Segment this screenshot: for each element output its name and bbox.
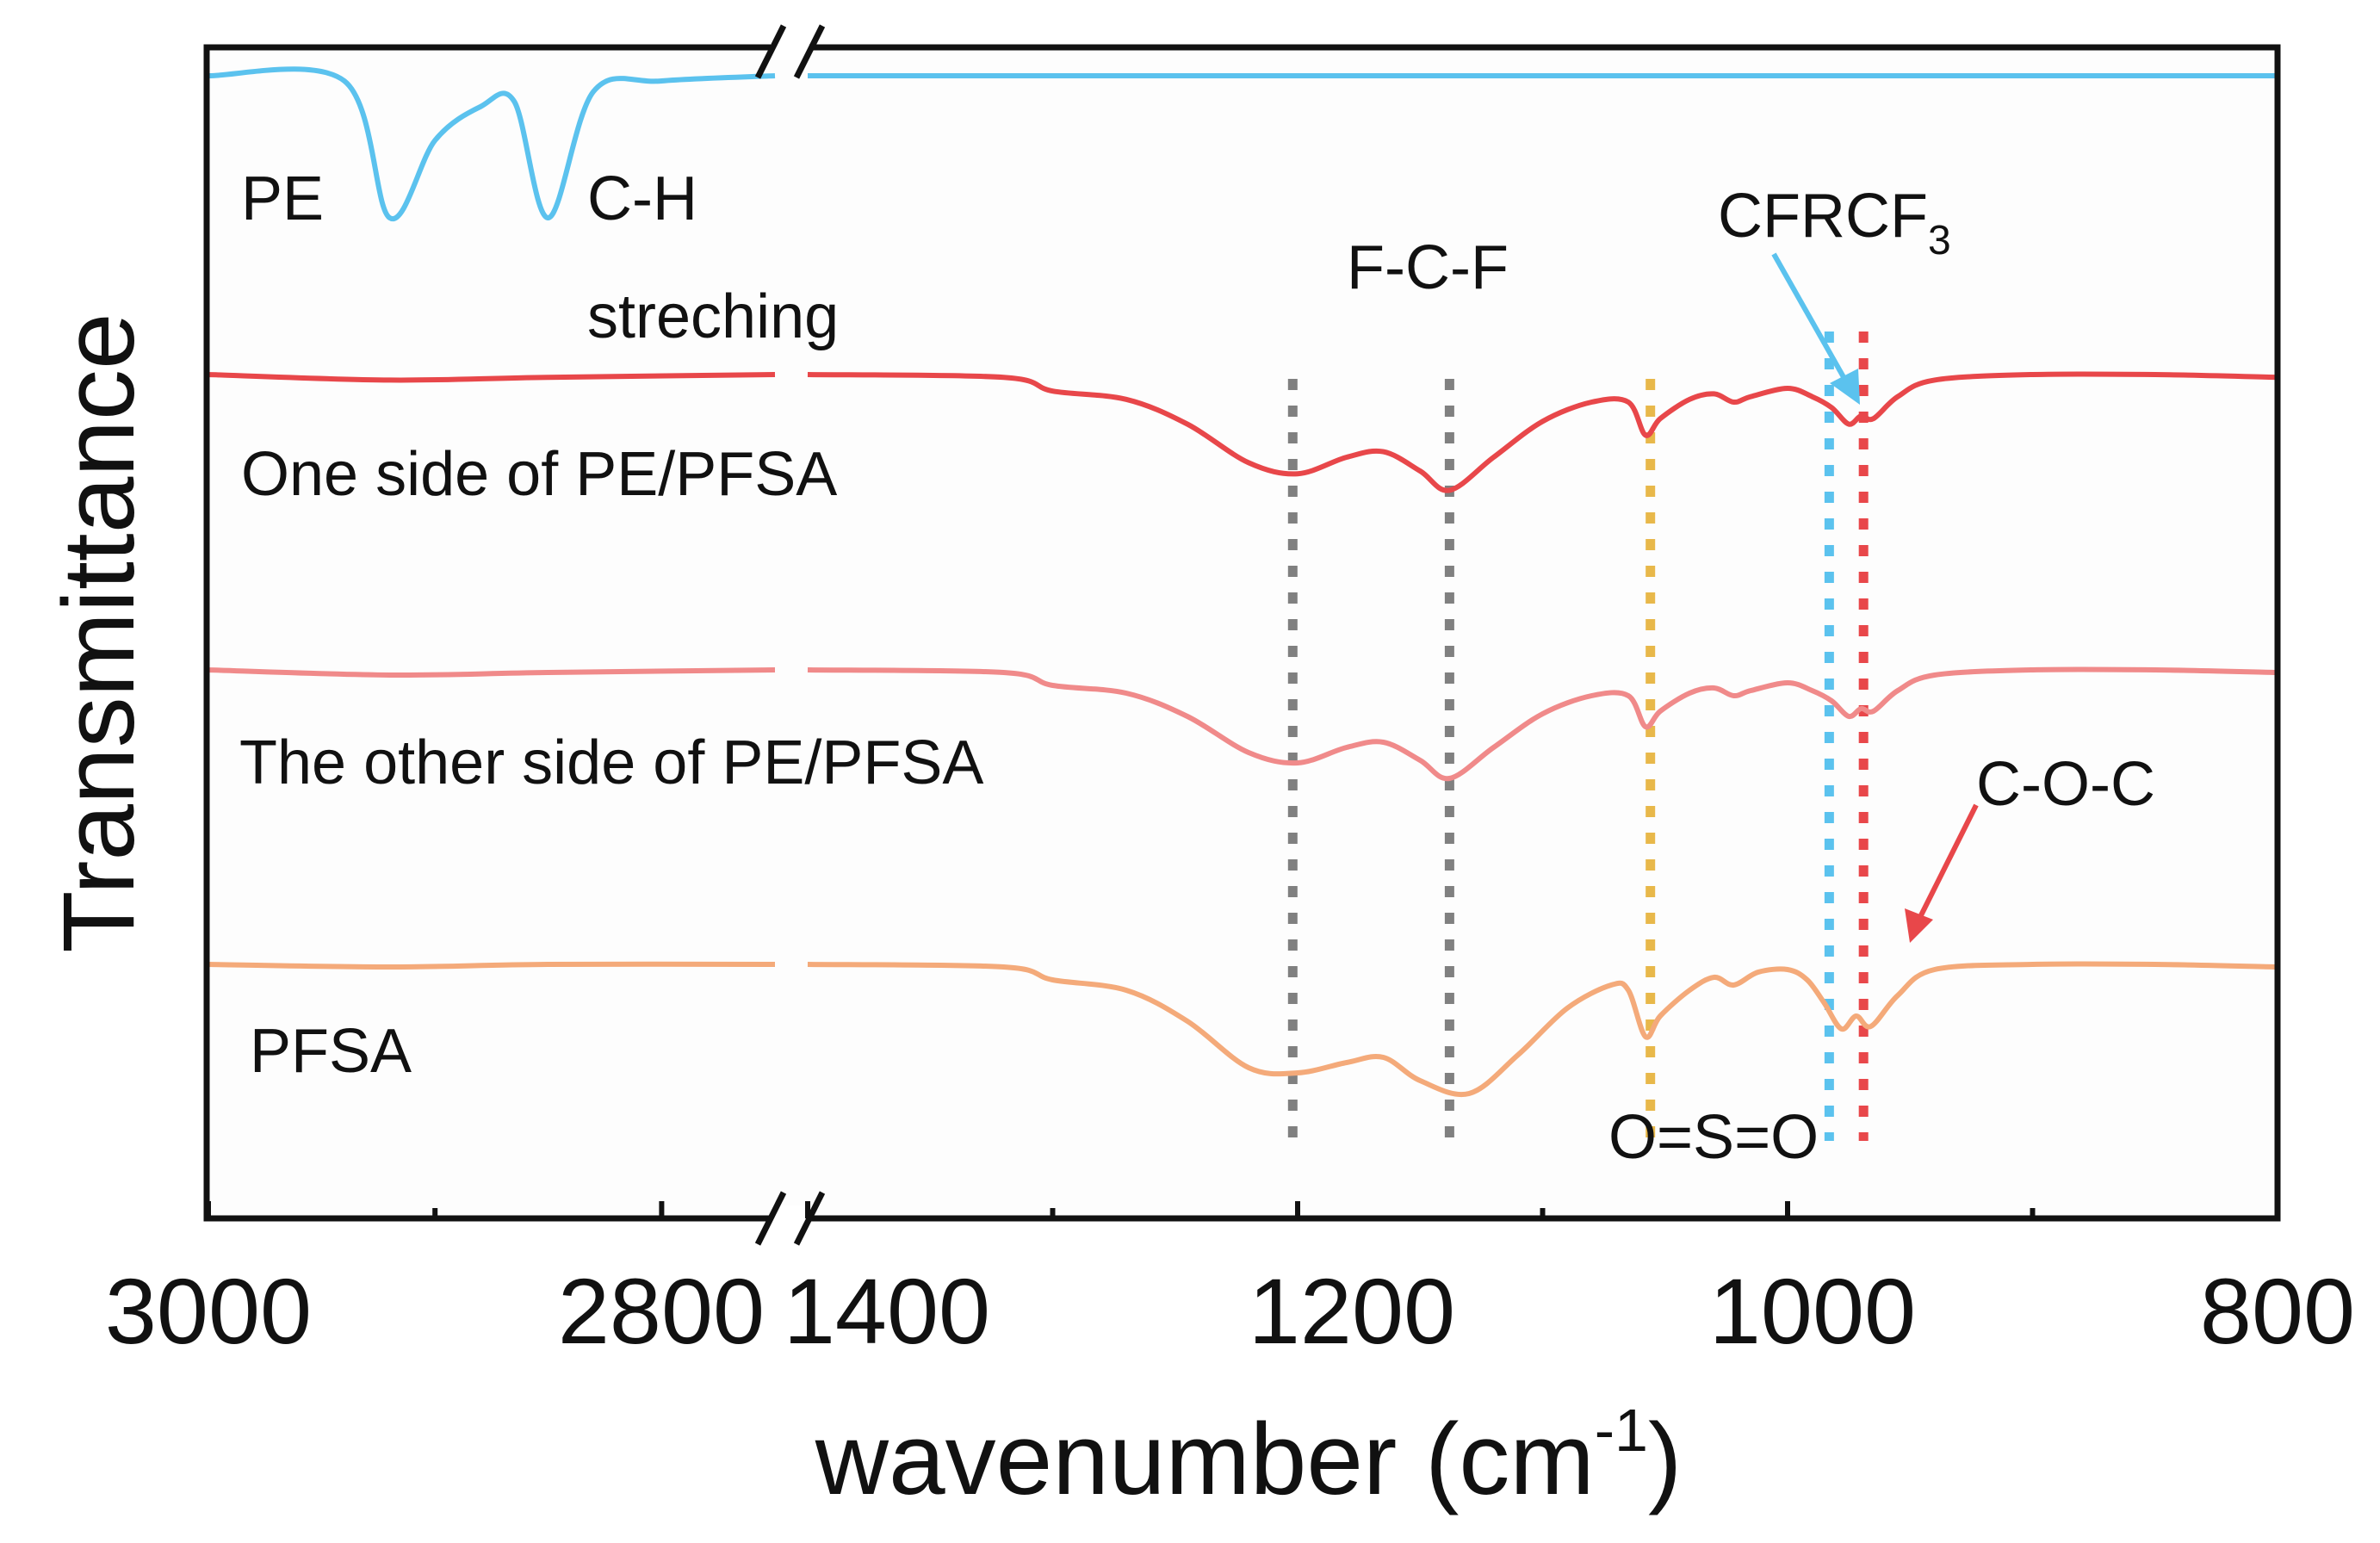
x-tick-label: 3000 bbox=[105, 1259, 312, 1363]
reference-lines bbox=[1287, 332, 1869, 1141]
series-label-pfsa: PFSA bbox=[250, 1017, 412, 1086]
x-tick-labels: 3000 2800 1400 1200 1000 800 bbox=[105, 1259, 2355, 1363]
x-axis-title-main: wavenumber (cm bbox=[815, 1403, 1595, 1516]
series-line-2-segment-0 bbox=[208, 667, 776, 679]
x-axis-title-sup: -1 bbox=[1595, 1397, 1648, 1464]
plot-background bbox=[207, 47, 2278, 1218]
x-axis-title-close: ) bbox=[1648, 1403, 1682, 1516]
series-label-pe: PE bbox=[241, 164, 324, 233]
arrow-coc bbox=[1905, 803, 1979, 943]
series-line-1-segment-1 bbox=[807, 371, 2278, 493]
series-line-1-segment-0 bbox=[208, 372, 776, 383]
y-axis-title: Transmittance bbox=[42, 313, 156, 952]
axis-break-mark bbox=[793, 24, 826, 79]
axis-break-mark bbox=[754, 1191, 787, 1246]
x-tick-label: 2800 bbox=[558, 1259, 765, 1363]
x-tick-label: 1200 bbox=[1249, 1259, 1455, 1363]
annotation-cfrcf3-sub: 3 bbox=[1928, 218, 1951, 263]
axis-break-mark bbox=[754, 24, 787, 79]
plot-frame bbox=[203, 44, 2281, 1222]
arrow-cfrcf3 bbox=[1771, 252, 1860, 405]
x-tick-label: 1000 bbox=[1709, 1259, 1916, 1363]
series-lines bbox=[208, 66, 2278, 1098]
series-line-0-segment-0 bbox=[208, 66, 776, 222]
annotation-oso: O=S=O bbox=[1608, 1103, 1819, 1172]
series-line-2-segment-1 bbox=[807, 666, 2278, 782]
annotation-cfrcf3: CFRCF3 bbox=[1718, 182, 1951, 263]
annotation-coc: C-O-C bbox=[1976, 750, 2155, 819]
annotation-streching: streching bbox=[587, 282, 839, 351]
series-line-3-segment-0 bbox=[208, 961, 776, 970]
annotation-fcf: F-C-F bbox=[1347, 233, 1509, 302]
x-tick-label: 800 bbox=[2200, 1259, 2355, 1363]
series-label-other-side: The other side of PE/PFSA bbox=[239, 728, 983, 797]
x-tick-label: 1400 bbox=[784, 1259, 990, 1363]
series-label-one-side: One side of PE/PFSA bbox=[241, 440, 837, 509]
x-ticks bbox=[206, 1201, 2280, 1218]
x-axis-title: wavenumber (cm-1) bbox=[815, 1397, 1682, 1516]
annotation-ch: C-H bbox=[587, 164, 697, 233]
series-line-3-segment-1 bbox=[807, 961, 2278, 1098]
annotation-cfrcf3-main: CFRCF bbox=[1718, 182, 1928, 251]
